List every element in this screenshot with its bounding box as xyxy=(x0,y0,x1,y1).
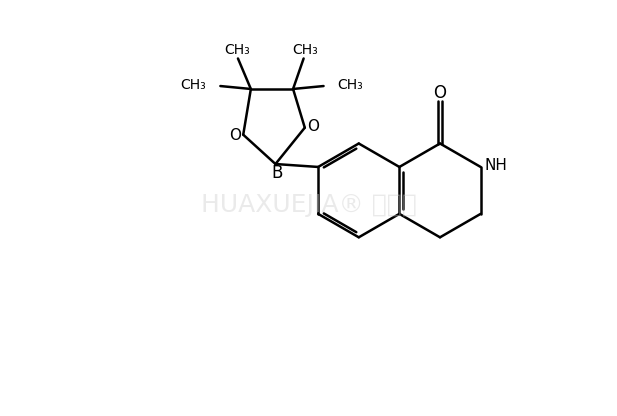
Text: O: O xyxy=(434,84,447,102)
Text: B: B xyxy=(271,164,283,182)
Text: O: O xyxy=(307,119,319,134)
Text: CH₃: CH₃ xyxy=(224,43,250,57)
Text: CH₃: CH₃ xyxy=(292,43,318,57)
Text: O: O xyxy=(229,129,241,144)
Text: CH₃: CH₃ xyxy=(181,78,206,92)
Text: NH: NH xyxy=(485,158,508,173)
Text: HUAXUEJIA® 化学加: HUAXUEJIA® 化学加 xyxy=(201,193,416,217)
Text: CH₃: CH₃ xyxy=(337,78,363,92)
